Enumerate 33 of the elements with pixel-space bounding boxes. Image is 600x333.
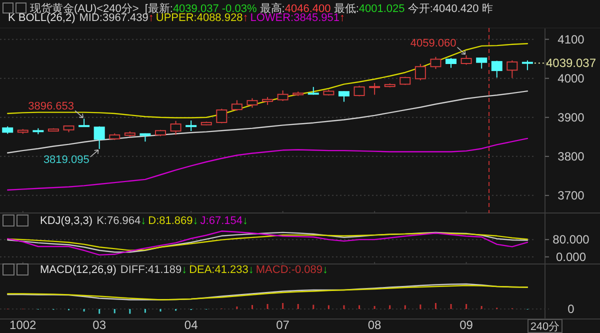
x-tick-label: 04 [184,318,198,332]
series-label: DEA:41.233↓ [189,264,254,276]
series-label: J:67.154↓ [200,215,248,227]
text: MACD:-0.089↓ [256,264,328,276]
y-tick-label: 4100 [558,32,585,46]
y-tick-label: 4000 [558,71,585,86]
legend-title: KDJ(9,3,3) [40,215,93,227]
text: LOWER:3845.951↑ [250,12,345,24]
x-tick-label: 08 [368,318,382,332]
series-label: D:81.869↓ [148,215,198,227]
text: MID:3967.439↑ [79,12,154,24]
y-tick-label: 0.000 [556,250,586,264]
text: K:76.964↓ [96,215,146,227]
y-tick-label: 80.000 [552,232,590,247]
text: UPPER:4088.928↑ [156,12,248,24]
y-tick-label: 3900 [558,110,585,124]
ref-line-label: 0 [568,302,575,316]
annotation: 3896.653 [28,100,74,113]
x-tick-label: 07 [276,318,290,332]
legend-title: MACD(12,26,9) [40,264,116,276]
x-tick-label: 1002 [10,318,37,332]
line-series [7,138,528,191]
annotation: 3819.095 [43,154,90,166]
annotation: 4059.060 [410,37,456,50]
legend-title: K BOLL(26,2) [8,12,76,24]
y-tick-label: 3700 [558,188,585,202]
text: DIFF:41.189↓ [120,264,188,276]
y-tick-label: 3800 [558,149,585,164]
ref-line-label: 4039.037 [546,56,596,70]
x-axis-title: 240分 [530,321,560,333]
x-tick-label: 03 [92,318,106,332]
line-series [7,90,528,154]
x-tick-label: 09 [460,318,474,332]
